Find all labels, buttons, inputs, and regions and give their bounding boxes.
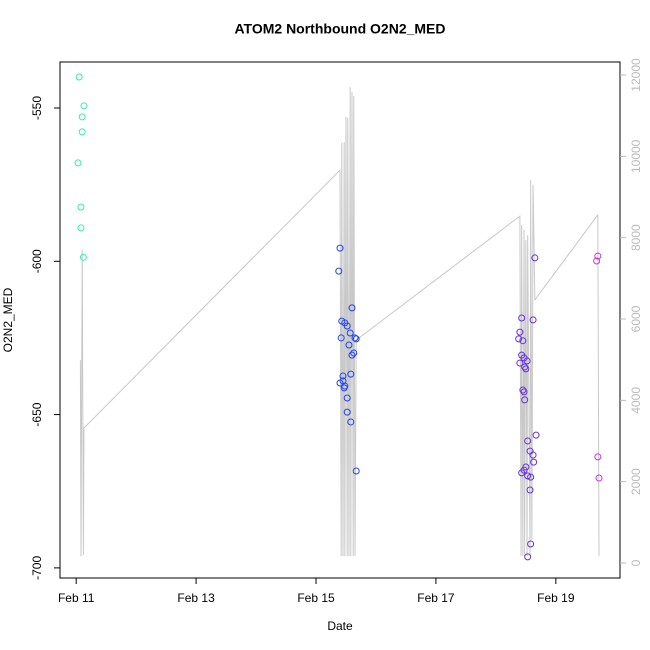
point (343, 394, 351, 402)
y2-tick-label: 6000 (629, 305, 643, 332)
point (521, 396, 529, 404)
point (80, 102, 88, 110)
x-tick-label: Feb 19 (537, 591, 575, 605)
point (519, 337, 527, 345)
point (515, 335, 523, 343)
point (335, 267, 343, 275)
y-axis-label: O2N2_MED (1, 287, 15, 352)
point (519, 386, 527, 394)
point (78, 113, 86, 121)
point (347, 370, 355, 378)
point (346, 329, 354, 337)
point (593, 257, 601, 265)
y2-tick-label: 12000 (629, 58, 643, 92)
y-tick-label: -550 (30, 96, 44, 120)
point (337, 334, 345, 342)
point (521, 363, 529, 371)
x-tick-label: Feb 17 (417, 591, 455, 605)
point (78, 128, 86, 136)
y-tick-label: -700 (30, 556, 44, 580)
y2-tick-label: 2000 (629, 468, 643, 495)
point (336, 379, 344, 387)
point (345, 341, 353, 349)
point (351, 334, 359, 342)
point (79, 253, 87, 261)
y2-tick-label: 8000 (629, 224, 643, 251)
point (530, 458, 538, 466)
point (347, 418, 355, 426)
y2-tick-label: 4000 (629, 387, 643, 414)
point (77, 224, 85, 232)
point (527, 540, 535, 548)
point (77, 203, 85, 211)
point (352, 467, 360, 475)
point (516, 359, 524, 367)
plot-frame (59, 61, 621, 579)
point (518, 314, 526, 322)
chart-title: ATOM2 Northbound O2N2_MED (234, 21, 445, 37)
x-tick-label: Feb 13 (177, 591, 215, 605)
point (524, 553, 532, 561)
point (520, 466, 528, 474)
point (75, 73, 83, 81)
point (348, 304, 356, 312)
point (529, 316, 537, 324)
point (343, 322, 351, 330)
point (336, 244, 344, 252)
y-tick-label: -600 (30, 249, 44, 273)
x-axis-label: Date (327, 619, 353, 633)
point (594, 252, 602, 260)
point (524, 437, 532, 445)
y2-tick-label: 10000 (629, 139, 643, 173)
point (532, 431, 540, 439)
point (350, 349, 358, 357)
point (340, 384, 348, 392)
point (516, 328, 524, 336)
x-tick-label: Feb 15 (297, 591, 335, 605)
point (352, 335, 360, 343)
point (531, 254, 539, 262)
point (522, 365, 530, 373)
point (526, 486, 534, 494)
point (523, 357, 531, 365)
x-tick-label: Feb 11 (58, 591, 95, 605)
point (74, 159, 82, 167)
point (339, 372, 347, 380)
point (520, 388, 528, 396)
point (595, 474, 603, 482)
line (79, 87, 600, 557)
point (594, 453, 602, 461)
y2-tick-label: 0 (629, 559, 643, 566)
point (348, 351, 356, 359)
y-tick-label: -650 (30, 402, 44, 426)
point (527, 473, 535, 481)
point (343, 408, 351, 416)
point (529, 451, 537, 459)
